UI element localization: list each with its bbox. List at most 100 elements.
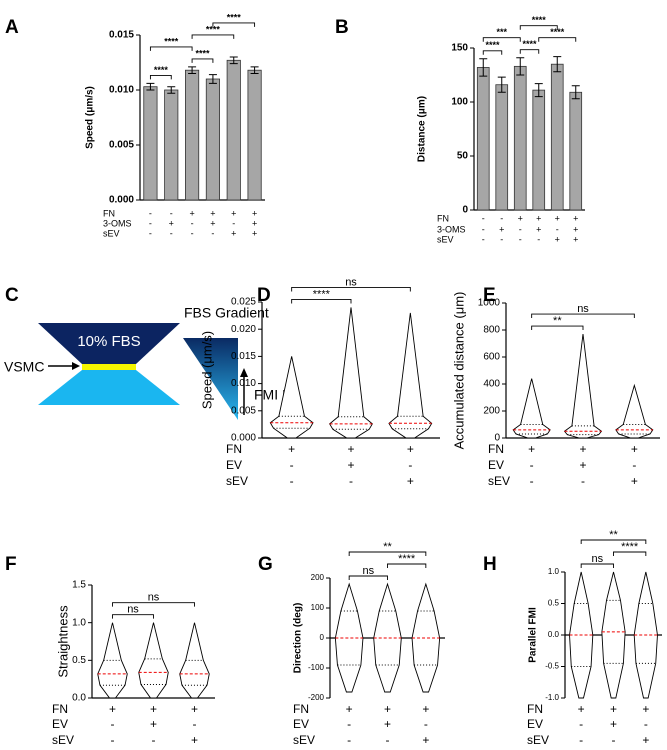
significance-bracket (191, 58, 214, 63)
condition-value: - (612, 733, 616, 747)
bar (226, 59, 241, 201)
significance-bracket (538, 37, 577, 42)
condition-value: - (347, 733, 351, 747)
bar (569, 91, 583, 211)
violin (373, 582, 402, 693)
y-tick-label: 200 (483, 406, 500, 417)
violin (615, 383, 654, 439)
condition-value: + (610, 717, 617, 731)
condition-value: + (210, 218, 215, 228)
arrow-head (240, 368, 248, 377)
condition-value: + (191, 702, 198, 716)
y-tick-label: 0 (494, 433, 500, 444)
significance-label: ns (592, 553, 604, 565)
y-tick-label: -0.5 (545, 662, 559, 671)
panel-letter: F (5, 554, 17, 575)
y-tick-label: 400 (483, 379, 500, 390)
condition-value: - (519, 224, 522, 234)
condition-value: + (579, 442, 586, 456)
y-axis-label: Speed (μm/s) (85, 86, 96, 149)
condition-name: FN (226, 442, 242, 456)
significance-label: **** (206, 24, 221, 34)
condition-name: EV (488, 458, 504, 472)
condition-value: + (347, 458, 354, 472)
condition-value: - (579, 717, 583, 731)
significance-bracket (112, 614, 154, 619)
condition-value: + (579, 458, 586, 472)
significance-bracket (519, 49, 540, 54)
condition-name: sEV (293, 733, 315, 747)
condition-value: - (170, 208, 173, 218)
condition-value: + (499, 224, 504, 234)
significance-bracket (519, 25, 558, 30)
y-tick-label: 0.0 (72, 693, 86, 704)
y-tick-label: 1.0 (72, 617, 86, 628)
significance-label: ns (345, 276, 357, 288)
significance-label: **** (485, 40, 500, 50)
error-bar (516, 57, 525, 76)
condition-value: + (407, 474, 414, 488)
condition-value: - (581, 474, 585, 488)
condition-value: + (573, 213, 578, 223)
violin (411, 582, 441, 693)
bar (550, 63, 564, 211)
violin (97, 622, 128, 699)
significance-label: **** (164, 36, 179, 46)
condition-value: - (386, 733, 390, 747)
condition-value: + (252, 218, 257, 228)
condition-value: + (384, 717, 391, 731)
upper-chamber (38, 323, 180, 364)
condition-name: EV (293, 717, 309, 731)
condition-value: + (189, 208, 194, 218)
y-tick-label: 0.000 (109, 195, 134, 206)
chart-panel: E Accumulated distance (μm) 0 200 400 600 800 1… (451, 285, 660, 488)
condition-name: FN (293, 702, 309, 716)
significance-label: ns (127, 604, 139, 616)
significance-bracket (482, 50, 503, 55)
y-tick-label: 0.005 (231, 405, 256, 416)
y-tick-label: 0 (320, 633, 325, 642)
condition-value: - (170, 228, 173, 238)
significance-bracket (149, 46, 193, 51)
y-tick-label: 1.5 (72, 580, 86, 591)
cell-strip (82, 364, 136, 370)
condition-value: - (482, 224, 485, 234)
condition-name: FN (437, 213, 449, 223)
condition-value: - (290, 458, 294, 472)
condition-name: 3-OMS (437, 224, 466, 234)
condition-value: + (536, 224, 541, 234)
violin (334, 582, 364, 693)
significance-label: **** (550, 27, 565, 37)
condition-value: - (149, 228, 152, 238)
condition-value: - (111, 733, 115, 747)
bar (532, 89, 546, 211)
y-tick-label: -100 (308, 663, 325, 672)
bar (247, 69, 262, 201)
y-tick-label: 0.010 (231, 378, 256, 389)
condition-name: FN (488, 442, 504, 456)
significance-bracket (348, 575, 388, 580)
condition-value: - (408, 458, 412, 472)
y-tick-label: 1.0 (548, 567, 560, 576)
condition-value: + (288, 442, 295, 456)
panel-letter: C (5, 285, 19, 306)
panel-letter: E (483, 285, 496, 306)
condition-value: - (191, 228, 194, 238)
significance-bracket (580, 563, 614, 568)
condition-value: - (579, 733, 583, 747)
bar (513, 65, 527, 211)
significance-label: ns (148, 592, 160, 604)
y-axis-label: Parallel FMI (528, 607, 539, 663)
y-axis-label: Accumulated distance (μm) (451, 292, 466, 450)
condition-value: - (191, 218, 194, 228)
condition-value: + (231, 228, 236, 238)
condition-value: + (407, 442, 414, 456)
y-tick-label: 0.5 (548, 599, 560, 608)
y-tick-label: 50 (457, 151, 469, 162)
error-bar (229, 56, 238, 65)
significance-label: **** (313, 288, 331, 300)
condition-value: - (530, 474, 534, 488)
error-bar (188, 66, 197, 74)
bar (495, 84, 509, 211)
